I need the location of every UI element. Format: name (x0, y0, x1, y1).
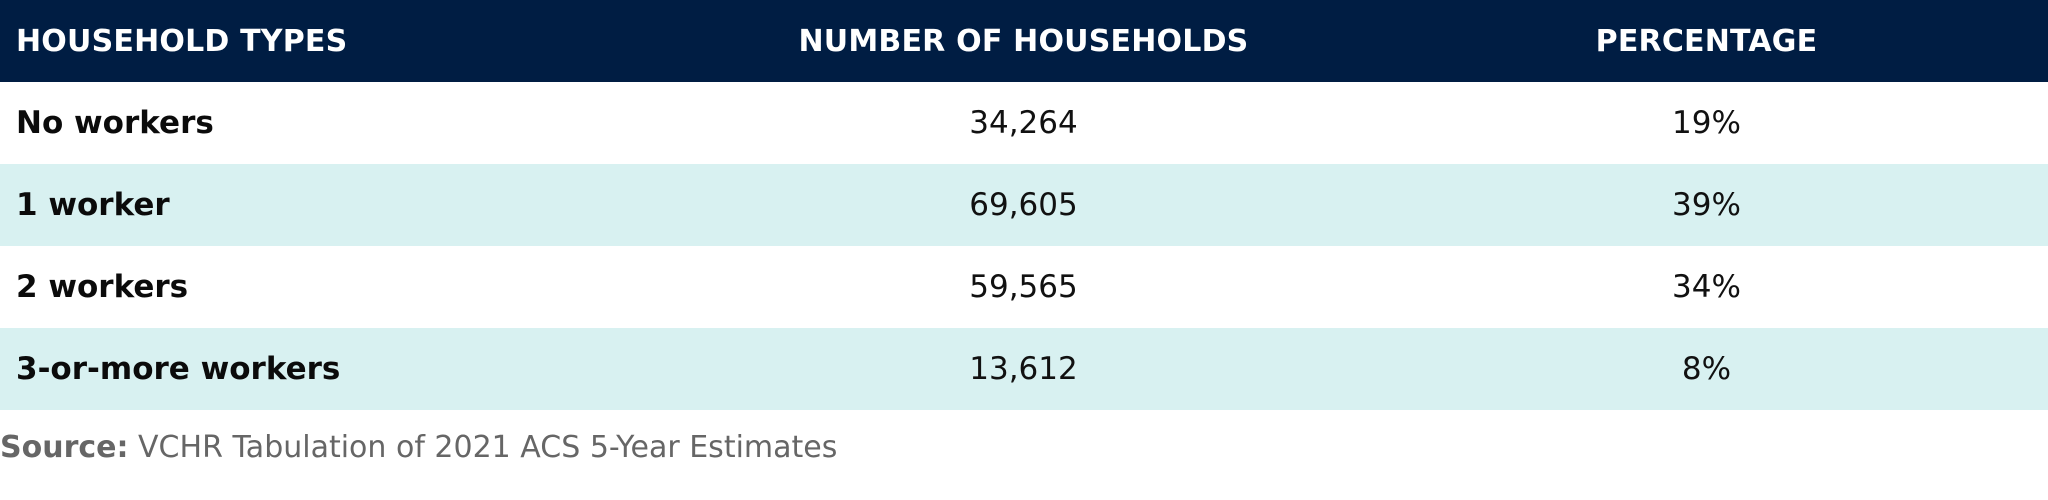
header-number-of-households: NUMBER OF HOUSEHOLDS (798, 23, 1249, 59)
table-row: 3-or-more workers 13,612 8% (0, 328, 2048, 410)
source-label: Source: (0, 430, 129, 465)
cell-percentage: 39% (1672, 187, 1741, 223)
household-types-table-container: HOUSEHOLD TYPES NUMBER OF HOUSEHOLDS PER… (0, 0, 2048, 410)
cell-percentage: 8% (1681, 351, 1732, 387)
cell-percentage: 34% (1672, 269, 1741, 305)
cell-number-of-households: 34,264 (969, 105, 1078, 141)
table-header: HOUSEHOLD TYPES NUMBER OF HOUSEHOLDS PER… (0, 0, 2048, 82)
cell-household-type: 1 worker (16, 187, 170, 223)
table-row: 1 worker 69,605 39% (0, 164, 2048, 246)
table-body: No workers 34,264 19% 1 worker 69,605 39… (0, 82, 2048, 410)
source-note: Source: VCHR Tabulation of 2021 ACS 5-Ye… (0, 430, 2048, 465)
table-row: No workers 34,264 19% (0, 82, 2048, 164)
cell-household-type: 3-or-more workers (16, 351, 341, 387)
header-percentage: PERCENTAGE (1595, 23, 1818, 59)
source-text: VCHR Tabulation of 2021 ACS 5-Year Estim… (128, 430, 838, 465)
table-row: 2 workers 59,565 34% (0, 246, 2048, 328)
cell-number-of-households: 69,605 (969, 187, 1078, 223)
header-row: HOUSEHOLD TYPES NUMBER OF HOUSEHOLDS PER… (0, 0, 2048, 82)
household-types-table: HOUSEHOLD TYPES NUMBER OF HOUSEHOLDS PER… (0, 0, 2048, 410)
cell-percentage: 19% (1672, 105, 1741, 141)
header-household-types: HOUSEHOLD TYPES (16, 23, 348, 59)
cell-household-type: No workers (16, 105, 214, 141)
cell-household-type: 2 workers (16, 269, 189, 305)
cell-number-of-households: 13,612 (969, 351, 1078, 387)
cell-number-of-households: 59,565 (969, 269, 1078, 305)
